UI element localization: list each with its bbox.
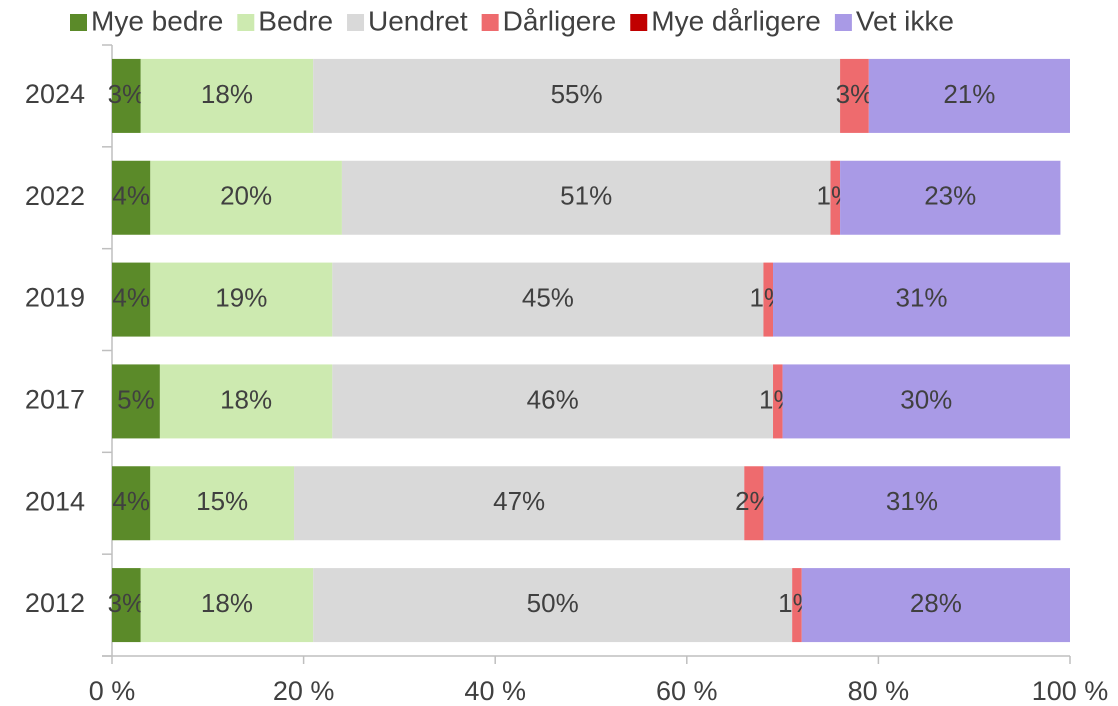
bar-segment xyxy=(112,364,160,439)
data-label: 47% xyxy=(493,486,545,516)
bar-segment xyxy=(840,58,869,133)
legend-label: Vet ikke xyxy=(856,5,954,36)
data-label: 45% xyxy=(522,282,574,312)
bar-segment xyxy=(159,364,333,439)
data-label: 21% xyxy=(943,79,995,109)
bar-segment xyxy=(313,58,841,133)
bar-segment xyxy=(150,466,295,541)
data-label: 5% xyxy=(117,384,155,414)
x-tick-label: 20 % xyxy=(273,676,335,706)
legend-label: Mye bedre xyxy=(91,5,223,36)
data-label: 20% xyxy=(220,181,272,211)
x-tick-label: 80 % xyxy=(848,676,910,706)
data-label: 31% xyxy=(886,486,938,516)
bar-segment xyxy=(150,262,333,337)
data-label: 19% xyxy=(215,282,267,312)
bar-segment xyxy=(773,262,1070,337)
legend-swatch xyxy=(834,14,852,31)
data-label: 46% xyxy=(527,384,579,414)
bar-segment xyxy=(830,160,841,235)
data-label: 55% xyxy=(551,79,603,109)
y-tick-label: 2022 xyxy=(25,181,85,211)
bar-segment xyxy=(140,568,314,643)
bar-segment xyxy=(773,364,783,439)
data-label: 18% xyxy=(220,384,272,414)
y-tick-label: 2014 xyxy=(25,486,85,516)
bar-segment xyxy=(744,466,764,541)
data-label: 3% xyxy=(836,79,874,109)
data-label: 3% xyxy=(108,79,146,109)
data-label: 4% xyxy=(112,181,150,211)
legend-label: Uendret xyxy=(368,5,468,36)
data-label: 4% xyxy=(112,486,150,516)
bar-segment xyxy=(313,568,793,643)
data-label: 30% xyxy=(900,384,952,414)
bar-segment xyxy=(763,466,1061,541)
bar-segment xyxy=(840,160,1061,235)
x-tick-label: 100 % xyxy=(1032,676,1109,706)
legend-swatch xyxy=(481,14,499,31)
bar-segment xyxy=(112,466,151,541)
data-label: 51% xyxy=(560,181,612,211)
bar-segment xyxy=(112,262,151,337)
bar-segment xyxy=(112,58,141,133)
y-tick-label: 2017 xyxy=(25,385,85,415)
data-label: 31% xyxy=(895,282,947,312)
legend-label: Bedre xyxy=(258,5,333,36)
y-tick-label: 2024 xyxy=(25,79,85,109)
data-label: 18% xyxy=(201,79,253,109)
bar-segment xyxy=(792,568,802,643)
data-label: 28% xyxy=(910,588,962,618)
bar-segment xyxy=(332,364,774,439)
bar-segment xyxy=(294,466,745,541)
bar-segment xyxy=(112,568,141,643)
bar-segment xyxy=(801,568,1070,643)
y-tick-label: 2012 xyxy=(25,588,85,618)
x-tick-label: 60 % xyxy=(656,676,718,706)
x-tick-label: 0 % xyxy=(89,676,136,706)
x-tick-label: 40 % xyxy=(464,676,526,706)
legend-label: Mye dårligere xyxy=(651,5,821,36)
bar-segment xyxy=(341,160,831,235)
bar-segment xyxy=(150,160,342,235)
data-label: 3% xyxy=(108,588,146,618)
bar-segment xyxy=(782,364,1070,439)
bar-segment xyxy=(112,160,151,235)
bar-segment xyxy=(868,58,1070,133)
legend-swatch xyxy=(630,14,648,31)
data-label: 15% xyxy=(196,486,248,516)
bar-segment xyxy=(763,262,774,337)
data-label: 50% xyxy=(527,588,579,618)
bar-segment xyxy=(140,58,314,133)
data-label: 23% xyxy=(924,181,976,211)
data-label: 18% xyxy=(201,588,253,618)
legend-swatch xyxy=(347,14,365,31)
legend-label: Dårligere xyxy=(503,5,617,36)
legend-swatch xyxy=(70,14,87,31)
y-tick-label: 2019 xyxy=(25,283,85,313)
bar-segment xyxy=(332,262,764,337)
data-label: 4% xyxy=(112,282,150,312)
legend-swatch xyxy=(237,14,255,31)
